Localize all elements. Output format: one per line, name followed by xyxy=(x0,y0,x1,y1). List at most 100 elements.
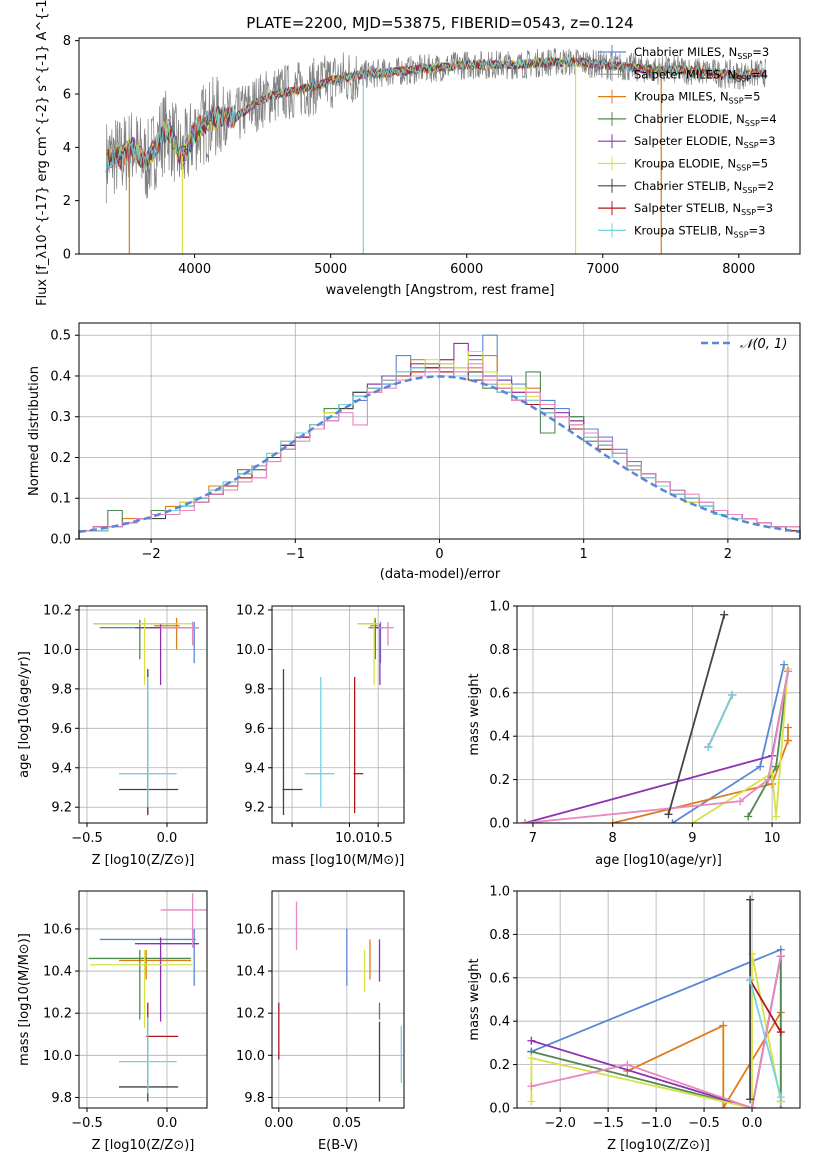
y-tick-label: 0.4 xyxy=(50,369,71,384)
x-tick-label: −1.5 xyxy=(592,1116,624,1131)
panel-marks xyxy=(527,895,785,1108)
legend-count: =5 xyxy=(751,157,768,171)
panel-frame xyxy=(78,890,208,1109)
x-tick-label: 10.5 xyxy=(364,831,393,846)
panel-marks xyxy=(278,901,402,1102)
weight-point xyxy=(608,819,617,823)
y-tick-label: 10.2 xyxy=(236,603,265,618)
weight-line xyxy=(707,694,734,748)
spectrum-y-label: Flux [f_λ10^{-17} erg cm^{-2} s^{-1} A^{… xyxy=(35,0,50,306)
y-tick-label: 10.6 xyxy=(43,922,72,937)
weight-point xyxy=(520,819,529,823)
mass-vs-ebv-panel: 0.00 0.05 9.8 10.0 10.2 10.4 10.6 E(B-V) xyxy=(236,890,405,1153)
legend-subscript: SSP xyxy=(737,52,752,61)
weight-point xyxy=(764,775,773,784)
legend-entry: Chabrier MILES, NSSP=3 xyxy=(634,45,769,61)
panel-frame xyxy=(516,890,801,1109)
weight-point xyxy=(746,1095,755,1104)
y-tick-label: 0.8 xyxy=(489,643,510,658)
spectrum-title: PLATE=2200, MJD=53875, FIBERID=0543, z=0… xyxy=(246,14,633,32)
x-tick-label: 4000 xyxy=(178,262,211,277)
weight-point xyxy=(719,1021,728,1030)
y-tick-label: 10.2 xyxy=(43,603,72,618)
x-tick-label: 10.0 xyxy=(335,831,364,846)
weight-line xyxy=(524,670,789,823)
weight-line xyxy=(672,664,785,823)
weight-point xyxy=(784,736,793,745)
weight-point xyxy=(704,743,713,752)
weight-point xyxy=(748,1104,757,1108)
spectrum-y-ticks: 0 2 4 6 8 xyxy=(63,34,79,263)
x-tick-label: 0.00 xyxy=(264,1116,293,1131)
y-tick-label: 10.0 xyxy=(43,1049,72,1064)
weight-point xyxy=(784,723,793,732)
legend-count: =3 xyxy=(752,45,769,59)
x-tick-label: 0.0 xyxy=(157,1116,178,1131)
legend-entry: Salpeter ELODIE, NSSP=3 xyxy=(634,134,776,150)
legend-count: =2 xyxy=(757,179,774,193)
spectrum-plot-area xyxy=(105,48,767,254)
x-tick-label: 7000 xyxy=(586,262,619,277)
weight-point xyxy=(720,610,729,619)
residual-legend: 𝒩(0, 1) xyxy=(701,337,787,352)
weight-line xyxy=(749,979,782,1098)
legend-entry: Kroupa STELIB, NSSP=3 xyxy=(634,223,765,239)
panel-marks xyxy=(520,610,793,823)
weight-point xyxy=(746,895,755,904)
y-tick-label: 9.6 xyxy=(51,722,72,737)
y-tick-label: 0.2 xyxy=(50,451,71,466)
y-tick-label: 10.2 xyxy=(43,1007,72,1022)
y-tick-label: 8 xyxy=(63,34,71,49)
panel-x-label: mass [log10(M/M⊙)] xyxy=(272,853,405,868)
y-tick-label: 9.8 xyxy=(244,682,265,697)
panel-frame xyxy=(78,605,208,824)
weight-line xyxy=(524,670,789,823)
weight-point xyxy=(728,690,737,699)
spectrum-legend: Chabrier MILES, NSSP=3 Salpeter MILES, NS… xyxy=(598,45,777,239)
age-vs-metallicity-panel: −0.5 0.0 9.2 9.4 9.6 9.8 10.0 10.2 Z [log10(Z/Z⊙… xyxy=(17,603,208,868)
y-tick-label: 0 xyxy=(63,248,71,263)
y-tick-label: 0.4 xyxy=(489,1015,510,1030)
y-tick-label: 9.2 xyxy=(51,801,72,816)
x-tick-label: −0.5 xyxy=(688,1116,720,1131)
panel-x-label: E(B-V) xyxy=(318,1138,358,1153)
legend-subscript: SSP xyxy=(729,97,744,106)
legend-count: =4 xyxy=(760,112,777,126)
panel-x-label: Z [log10(Z/Z⊙)] xyxy=(92,1138,195,1153)
spectrum-axes-frame xyxy=(78,37,801,255)
residual-histograms xyxy=(78,334,801,539)
x-tick-label: 8 xyxy=(609,831,617,846)
y-tick-label: 9.4 xyxy=(244,761,265,776)
weight-point xyxy=(527,1097,536,1106)
panel-y-label: mass [log10(M/M⊙)] xyxy=(17,933,32,1066)
legend-entry: Chabrier STELIB, NSSP=2 xyxy=(634,179,774,195)
legend-count: =4 xyxy=(751,67,768,81)
normal-curve xyxy=(78,375,801,534)
y-tick-label: 0.8 xyxy=(489,928,510,943)
x-tick-label: −1.0 xyxy=(640,1116,672,1131)
x-tick-label: −0.5 xyxy=(71,1116,103,1131)
weight-point xyxy=(772,812,781,821)
weight-point xyxy=(776,1028,785,1037)
legend-subscript: SSP xyxy=(744,141,759,150)
panel-y-label: age [log10(age/yr)] xyxy=(17,651,32,778)
legend-entry: Salpeter MILES, NSSP=4 xyxy=(634,67,768,83)
y-tick-label: 9.8 xyxy=(51,1091,72,1106)
panel-x-label: Z [log10(Z/Z⊙)] xyxy=(92,853,195,868)
x-tick-label: 0.0 xyxy=(157,831,178,846)
weight-point xyxy=(756,762,765,771)
x-tick-label: 9 xyxy=(688,831,696,846)
residual-x-label: (data-model)/error xyxy=(380,567,501,582)
weight-line xyxy=(749,979,782,1033)
spectrum-panel: PLATE=2200, MJD=53875, FIBERID=0543, z=0… xyxy=(35,0,801,306)
y-tick-label: 0.0 xyxy=(489,817,510,832)
y-tick-label: 0.6 xyxy=(489,686,510,701)
panel-frame xyxy=(271,605,405,824)
weight-point xyxy=(780,660,789,669)
x-tick-label: −2 xyxy=(142,547,161,562)
legend-entry: Chabrier ELODIE, NSSP=4 xyxy=(634,112,777,128)
y-tick-label: 0.4 xyxy=(489,730,510,745)
x-tick-label: 0.0 xyxy=(742,1116,763,1131)
